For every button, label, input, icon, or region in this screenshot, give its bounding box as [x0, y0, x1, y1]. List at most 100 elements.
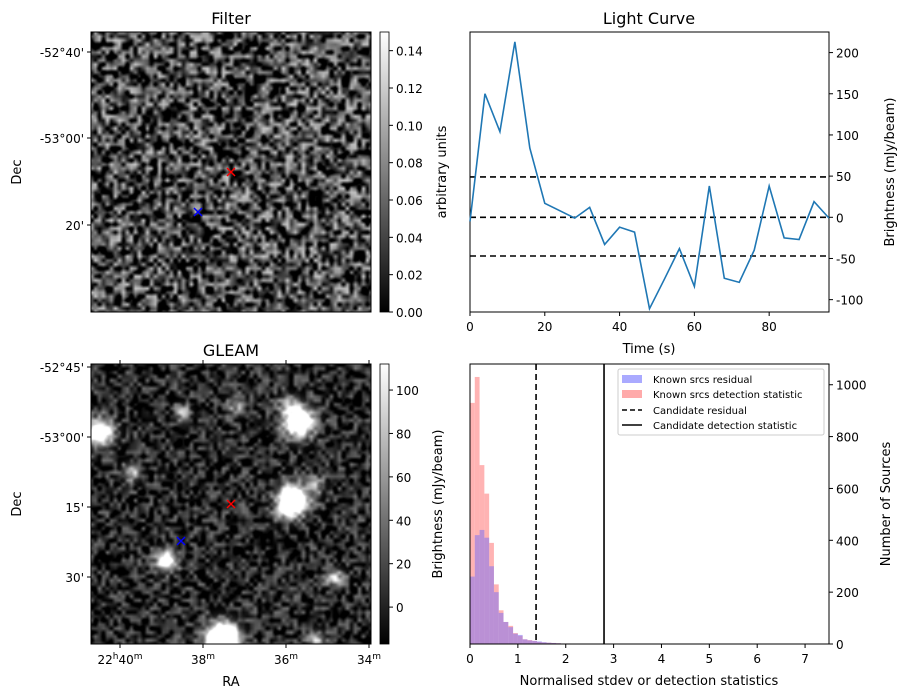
- detection-bar: [517, 635, 523, 644]
- hist-legend: Known srcs residual Known srcs detection…: [617, 368, 825, 436]
- residual-bar: [527, 640, 533, 644]
- ra-tick-label: 34m: [357, 652, 381, 667]
- detection-bar: [508, 625, 514, 644]
- lightcurve-xlabel: Time (s): [622, 342, 676, 357]
- dec-tick-label: 20': [65, 219, 84, 233]
- x-tick-label: 2: [562, 652, 570, 666]
- residual-bar: [551, 642, 557, 644]
- dec-tick-label: -52°40': [40, 46, 84, 60]
- residual-bar: [484, 537, 490, 644]
- detection-bar: [498, 610, 504, 644]
- colorbar: [379, 31, 390, 313]
- x-tick-label: 20: [537, 320, 552, 334]
- ra-tick-label: 38m: [191, 652, 215, 667]
- lightcurve-frame: [469, 31, 830, 313]
- x-tick-label: 3: [610, 652, 618, 666]
- ra-tick-label: 22h40m: [97, 652, 142, 667]
- legend-label-residual: Known srcs residual: [653, 375, 752, 386]
- residual-bar: [489, 566, 494, 644]
- residual-bar: [493, 592, 499, 644]
- residual-bar: [517, 634, 523, 644]
- image-frame: [90, 31, 372, 313]
- gleam-ylabel: Dec: [10, 491, 25, 516]
- lightcurve-line: [469, 41, 830, 312]
- colorbar-tick-label: 0.02: [396, 269, 423, 283]
- dec-tick-label: -53°00': [40, 431, 84, 445]
- detection-bar: [489, 542, 494, 644]
- residual-bar: [537, 641, 542, 644]
- legend-label-cand-residual: Candidate residual: [653, 406, 747, 417]
- colorbar-tick-label: 0.06: [396, 194, 423, 208]
- y-tick-label: 600: [836, 482, 859, 496]
- residual-bar: [508, 627, 514, 644]
- residual-bar: [474, 535, 480, 644]
- legend-swatch-detection: [622, 390, 642, 398]
- y-tick-label: 200: [836, 47, 859, 61]
- legend-swatch-residual: [622, 375, 642, 383]
- hist-ylabel: Number of Sources: [879, 442, 894, 567]
- residual-bar: [546, 642, 552, 644]
- detection-bar: [546, 642, 552, 644]
- blue-candidate-marker: [176, 536, 186, 546]
- x-tick-label: 4: [658, 652, 666, 666]
- colorbar-tick-label: 0.00: [396, 306, 423, 320]
- dec-tick-label: -52°45': [40, 361, 84, 375]
- colorbar-tick-label: 20: [396, 558, 411, 572]
- y-tick-label: -50: [836, 252, 856, 266]
- x-tick-label: 7: [801, 652, 809, 666]
- residual-bar: [479, 529, 485, 644]
- colorbar-tick-label: 0.08: [396, 157, 423, 171]
- legend-label-cand-detection: Candidate detection statistic: [653, 421, 797, 432]
- x-tick-label: 1: [514, 652, 522, 666]
- colorbar-tick-label: 100: [396, 384, 419, 398]
- detection-bar: [493, 584, 499, 644]
- residual-bar: [498, 612, 504, 644]
- detection-bar: [541, 642, 547, 644]
- y-tick-label: 1000: [836, 379, 867, 393]
- gleam-title: GLEAM: [203, 341, 259, 360]
- lightcurve-ylabel: Brightness (mJy/beam): [883, 98, 898, 247]
- detection-bar: [522, 639, 528, 644]
- lightcurve-title: Light Curve: [603, 9, 695, 28]
- colorbar-tick-label: 40: [396, 514, 411, 528]
- y-tick-label: 50: [836, 170, 851, 184]
- colorbar-tick-label: 0.14: [396, 45, 423, 59]
- y-tick-label: 100: [836, 129, 859, 143]
- residual-bar: [513, 633, 518, 644]
- colorbar-tick-label: 0.04: [396, 231, 423, 245]
- residual-bar: [532, 640, 538, 644]
- y-tick-label: 0: [836, 638, 844, 652]
- dec-tick-label: 30': [65, 571, 84, 585]
- colorbar-tick-label: 80: [396, 427, 411, 441]
- detection-bar: [470, 402, 475, 644]
- detection-bar: [527, 640, 533, 644]
- blue-candidate-marker: [193, 207, 203, 217]
- gleam-colorbar-label: Brightness (mJy/beam): [431, 430, 446, 579]
- detection-bar: [484, 493, 490, 644]
- colorbar: [379, 363, 390, 645]
- y-tick-label: 150: [836, 88, 859, 102]
- x-tick-label: 0: [466, 652, 474, 666]
- detection-bar: [513, 633, 518, 644]
- hist-xlabel: Normalised stdev or detection statistics: [520, 674, 779, 689]
- legend-label-detection: Known srcs detection statistic: [653, 390, 802, 401]
- y-tick-label: 0: [836, 211, 844, 225]
- gleam-xlabel: RA: [222, 675, 240, 690]
- colorbar-tick-label: 0.10: [396, 119, 423, 133]
- residual-bar: [541, 642, 547, 644]
- detection-bar: [551, 642, 557, 644]
- residual-bar: [522, 639, 528, 644]
- x-tick-label: 6: [753, 652, 761, 666]
- x-tick-label: 60: [687, 320, 702, 334]
- hist-frame: [469, 363, 830, 645]
- x-tick-label: 5: [706, 652, 714, 666]
- x-tick-label: 40: [612, 320, 627, 334]
- residual-bar: [503, 621, 509, 644]
- y-tick-label: 200: [836, 586, 859, 600]
- y-tick-label: 400: [836, 534, 859, 548]
- residual-bar: [470, 576, 475, 644]
- red-candidate-marker: [226, 167, 236, 177]
- filter-colorbar-label: arbitrary units: [435, 125, 450, 218]
- detection-bar: [537, 641, 542, 644]
